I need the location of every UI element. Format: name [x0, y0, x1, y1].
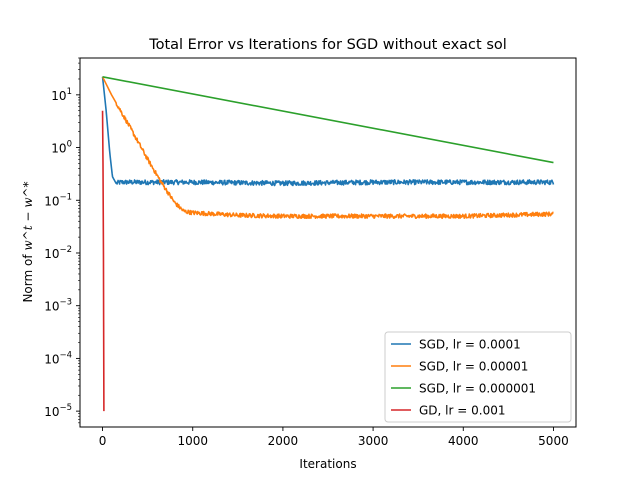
x-tick-label: 5000 — [538, 434, 569, 448]
series-line — [101, 110, 105, 412]
chart-title: Total Error vs Iterations for SGD withou… — [148, 37, 507, 53]
y-axis-label-prefix: Norm of — [21, 251, 35, 303]
y-tick-label: 10−1 — [44, 192, 72, 208]
series-line — [102, 76, 554, 164]
y-tick-label: 101 — [51, 87, 72, 103]
plot-frame — [79, 57, 577, 428]
legend-label: SGD, lr = 0.000001 — [419, 382, 536, 396]
x-tick-label: 1000 — [177, 434, 208, 448]
x-tick-label: 4000 — [448, 434, 479, 448]
y-tick-label: 100 — [51, 140, 72, 156]
legend-label: GD, lr = 0.001 — [419, 404, 505, 418]
x-tick-label: 2000 — [268, 434, 299, 448]
legend-box — [384, 331, 572, 423]
y-axis-label: Norm of w^t − w^* — [21, 181, 35, 302]
series-layer — [101, 76, 555, 412]
legend-label: SGD, lr = 0.0001 — [419, 338, 521, 352]
y-tick-label: 10−4 — [44, 350, 72, 366]
x-axis-label: Iterations — [299, 457, 356, 471]
legend: SGD, lr = 0.0001 SGD, lr = 0.00001 SGD, lr… — [384, 331, 572, 423]
x-axis: 0 1000 2000 3000 4000 5000 — [99, 427, 569, 448]
x-tick-label: 3000 — [358, 434, 389, 448]
series-line — [101, 76, 554, 220]
y-axis-label-math: w^t − w^* — [21, 181, 35, 250]
series-line — [101, 76, 555, 187]
y-tick-label: 10−5 — [44, 403, 72, 419]
legend-label: SGD, lr = 0.00001 — [419, 360, 528, 374]
y-tick-label: 10−2 — [44, 245, 72, 261]
y-tick-label: 10−3 — [44, 298, 72, 314]
x-tick-label: 0 — [99, 434, 107, 448]
y-axis: 10−5 10−4 10−3 10−2 10−1 100 101 — [44, 57, 80, 424]
